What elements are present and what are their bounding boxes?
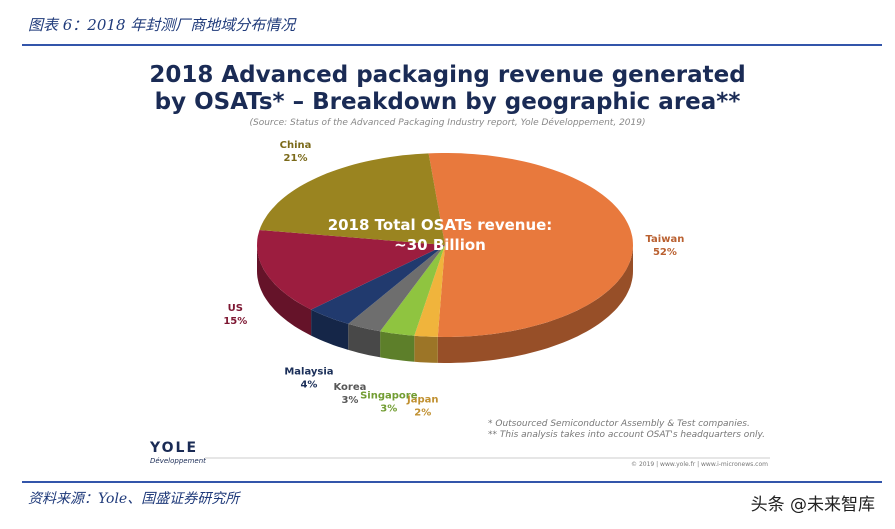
slice-side xyxy=(311,309,349,350)
slice-label: Malaysia xyxy=(284,367,333,378)
slice-value-label: 3% xyxy=(341,395,358,406)
logo-name: YOLE xyxy=(149,440,198,456)
header-rule xyxy=(22,44,882,46)
slice xyxy=(414,245,445,337)
chart: Taiwan52%Japan2%Singapore3%Korea3%Malays… xyxy=(149,140,770,468)
slice-label: Japan xyxy=(406,394,439,405)
slice-value-label: 15% xyxy=(223,316,247,327)
slice xyxy=(257,230,445,310)
slice-value-label: 52% xyxy=(653,247,677,258)
slice-label: Korea xyxy=(333,382,366,393)
slice-label: Singapore xyxy=(360,391,418,402)
slice-label: China xyxy=(280,140,312,151)
center-text: ~30 Billion xyxy=(394,236,486,254)
slice-value-label: 3% xyxy=(380,404,397,415)
slice-side xyxy=(437,245,633,363)
slice-value-label: 4% xyxy=(300,380,317,391)
slice xyxy=(348,245,445,332)
slice xyxy=(380,245,445,336)
chart-subtitle: (Source: Status of the Advanced Packagin… xyxy=(249,118,646,128)
slice-value-label: 21% xyxy=(284,153,308,164)
slice-side xyxy=(348,323,381,358)
chart-title: 2018 Advanced packaging revenue generate… xyxy=(149,62,746,115)
footnote: ** This analysis takes into account OSAT… xyxy=(488,430,765,440)
copyright: © 2019 | www.yole.fr | www.i-micronews.c… xyxy=(631,461,768,468)
slice-side xyxy=(257,245,312,336)
slice-side xyxy=(380,331,415,362)
slice-side xyxy=(414,335,438,363)
slice xyxy=(311,245,445,324)
center-text: 2018 Total OSATs revenue: xyxy=(328,216,553,234)
slice-label: Taiwan xyxy=(646,234,685,245)
footer-rule xyxy=(22,481,882,483)
watermark: 头条 @未来智库 xyxy=(750,495,875,515)
slice xyxy=(428,153,633,337)
logo-tagline: Développement xyxy=(150,457,206,465)
footer-source: 资料来源：Yole、国盛证券研究所 xyxy=(28,491,240,507)
header: 图表 6：2018 年封测厂商地域分布情况 xyxy=(28,16,296,34)
footnote: * Outsourced Semiconductor Assembly & Te… xyxy=(488,419,750,429)
slice-label: US xyxy=(228,303,243,314)
slice-value-label: 2% xyxy=(414,407,431,418)
slice xyxy=(259,153,445,245)
